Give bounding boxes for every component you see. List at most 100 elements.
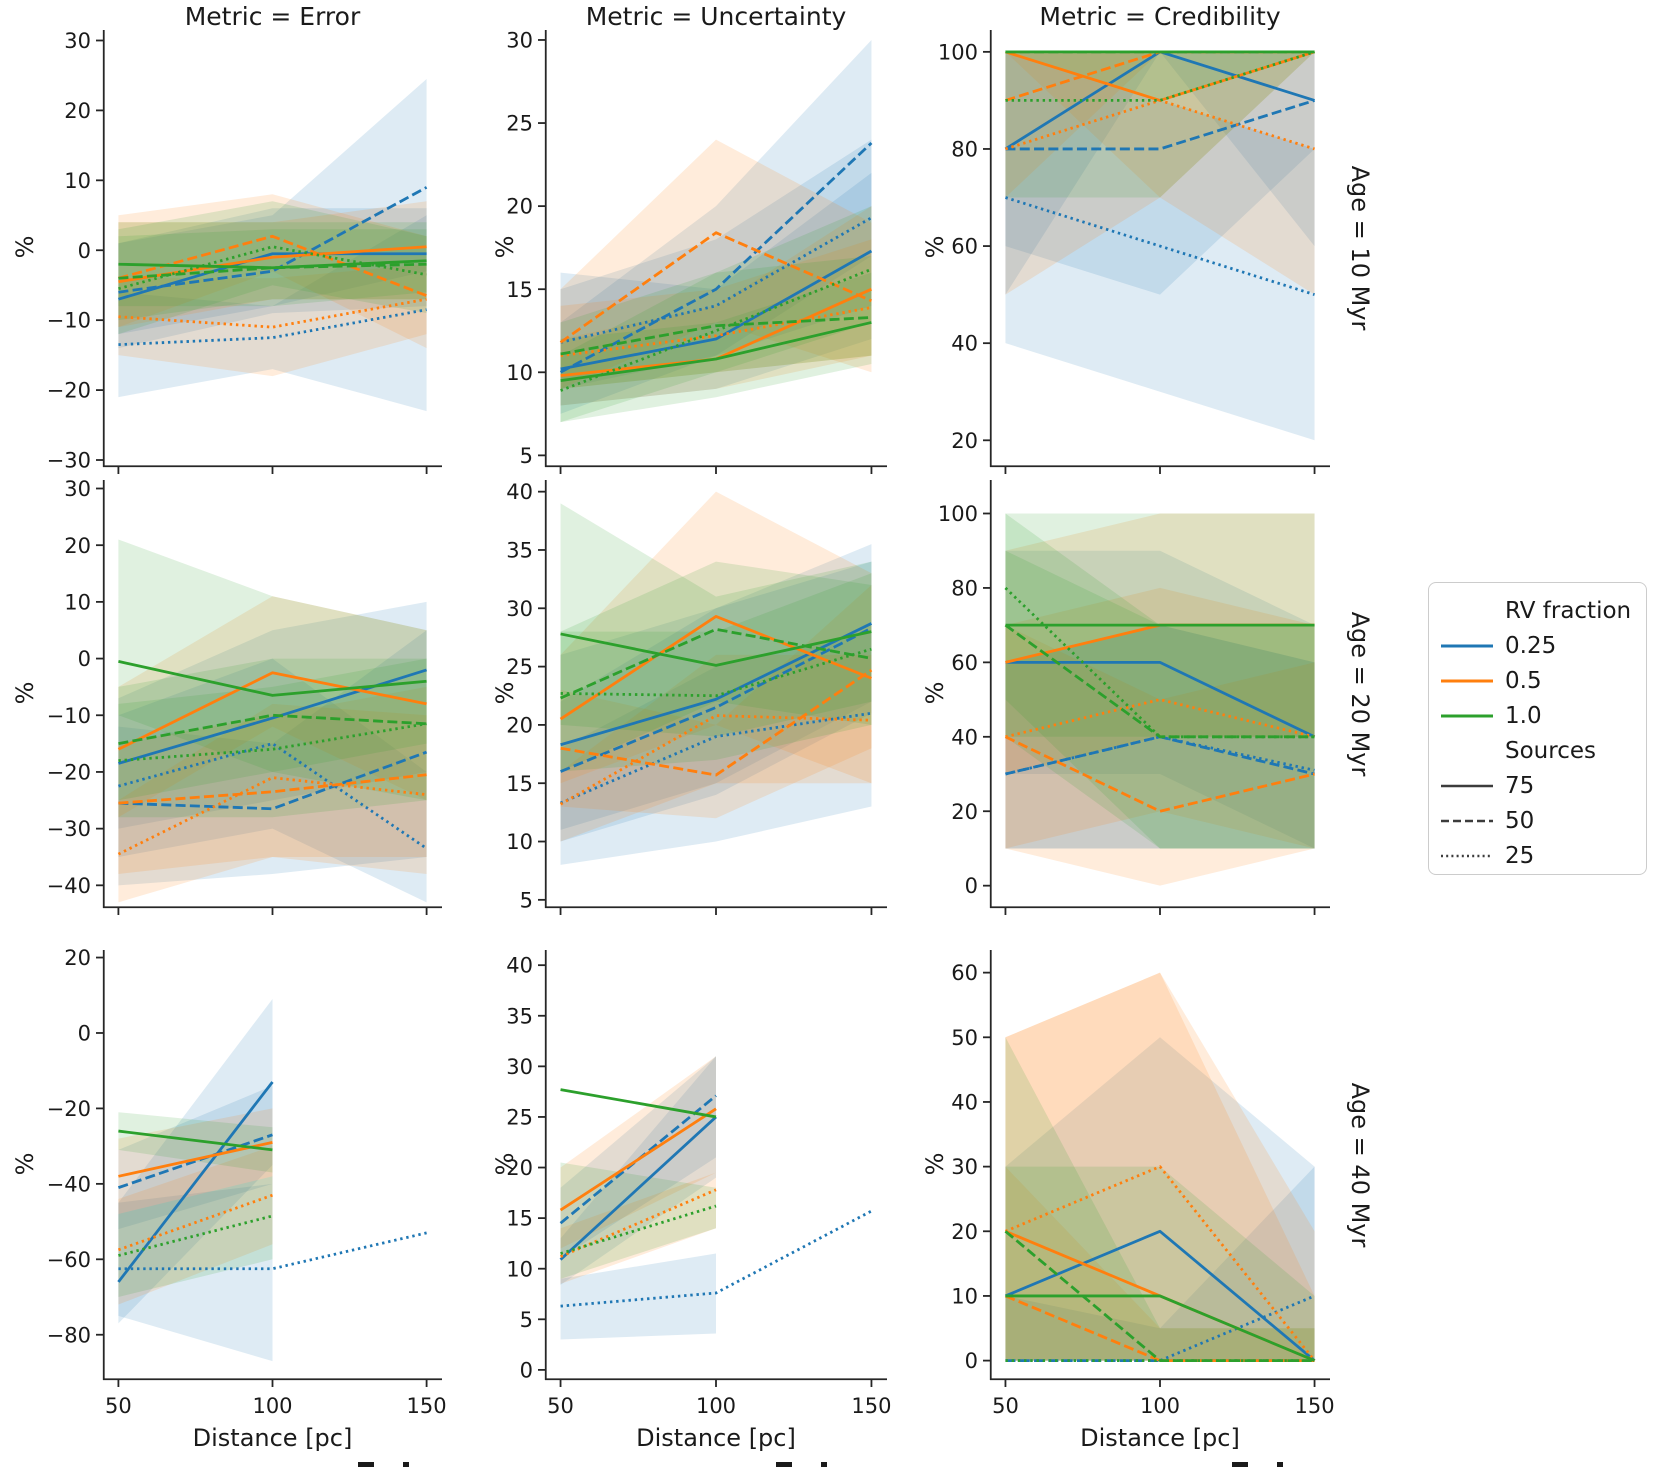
y-tick-label: 0 [78,239,91,263]
x-tick-label: 50 [547,1394,574,1418]
y-tick-label: 35 [506,539,533,563]
y-axis-label: % [491,681,519,705]
y-tick-label: 20 [951,1220,978,1244]
row-label-age-20myr: Age = 20 Myr [1346,611,1374,777]
y-tick-label: 40 [951,332,978,356]
y-tick-label: 40 [506,954,533,978]
cropped-text-fragment [821,1462,827,1467]
line-rv0.5-sources25 [117,1193,273,1252]
y-tick-label: 15 [506,278,533,302]
y-tick-label: 20 [64,99,91,123]
y-tick-label: 25 [506,655,533,679]
y-tick-label: 10 [506,361,533,385]
y-tick-label: 80 [951,576,978,600]
cropped-text-fragment [403,1462,409,1467]
line-rv0.25-sources25 [560,1209,873,1308]
y-tick-label: 25 [506,112,533,136]
x-axis-label: Distance [pc] [1080,1424,1240,1452]
line-rv1.0-sources25 [560,647,872,698]
line-rv0.5-sources50 [560,668,873,777]
y-tick-label: 60 [951,961,978,985]
y-tick-label: −40 [47,874,91,898]
line-rv0.25-sources50 [117,1133,273,1189]
y-tick-label: 15 [506,772,533,796]
y-tick-label: 0 [965,1349,978,1373]
y-axis-label: % [11,1152,39,1176]
line-rv0.25-sources50 [118,186,428,294]
y-tick-label: 80 [951,138,978,162]
y-tick-label: 20 [506,195,533,219]
y-tick-label: −30 [47,449,91,473]
y-tick-label: 20 [506,713,533,737]
line-rv1.0-sources25 [118,1214,273,1257]
y-tick-label: 30 [64,29,91,53]
y-tick-label: 35 [506,1004,533,1028]
x-tick-label: 100 [252,1394,292,1418]
x-axis-label: Distance [pc] [636,1424,796,1452]
cropped-text-fragment [358,1462,374,1467]
y-tick-label: −10 [47,309,91,333]
y-tick-label: 100 [938,502,978,526]
y-tick-label: −20 [47,761,91,785]
y-tick-label: −80 [47,1323,91,1347]
line-rv0.5-sources50 [559,231,873,344]
y-tick-label: 15 [506,1207,533,1231]
panel-uncertainty-age-20myr: 40 35 30 25 20 15 10 5 [506,480,887,915]
y-tick-label: −30 [47,817,91,841]
y-axis-label: % [491,235,519,259]
line-rv1.0-sources25 [1005,50,1315,102]
line-rv0.25-sources50 [1005,99,1315,151]
x-tick-label: 100 [696,1394,736,1418]
line-rv0.5-sources50 [118,773,427,805]
line-rv1.0-sources50 [118,713,427,745]
line-rv0.5-sources50 [1004,735,1315,813]
y-tick-label: 40 [951,1091,978,1115]
line-rv1.0-sources25 [560,1204,717,1255]
line-rv1.0-sources75 [1005,1294,1316,1362]
line-rv1.0-sources75 [118,1129,273,1152]
legend-item-rv-10: 1.0 [1441,698,1646,733]
x-tick-label: 50 [105,1394,132,1418]
line-rv0.5-sources25 [118,297,427,329]
y-tick-label: 60 [951,235,978,259]
line-rv0.25-sources75 [560,249,873,371]
cropped-text-fragment [776,1462,792,1467]
line-rv0.5-sources25 [560,306,872,358]
y-tick-label: 20 [64,534,91,558]
cropped-text-fragment [1232,1462,1248,1467]
y-tick-label: −10 [47,704,91,728]
line-rv0.25-sources50 [118,750,428,811]
y-tick-label: −20 [47,1097,91,1121]
panel-uncertainty-age-40myr: 40 35 30 25 20 15 10 5 0 50 100 150 [506,950,892,1418]
line-rv1.0-sources75 [560,1088,717,1119]
line-rv0.25-sources25 [1005,196,1315,296]
line-rv1.0-sources50 [1004,1230,1315,1363]
line-rv1.0-sources50 [559,627,872,700]
y-axis-label: % [11,681,39,705]
y-tick-label: 10 [64,169,91,193]
y-tick-label: 10 [506,1257,533,1281]
cropped-text-fragment [1277,1462,1283,1467]
y-tick-label: 10 [64,590,91,614]
y-tick-label: 25 [506,1106,533,1130]
legend-dotted-line-icon [1441,854,1493,857]
legend-item-rv-025: 0.25 [1441,628,1646,663]
line-rv1.0-sources25 [1004,586,1315,739]
legend-item-sources-75: 75 [1441,768,1646,803]
y-tick-label: 30 [951,1155,978,1179]
legend-line-green-icon [1441,714,1493,717]
line-rv0.25-sources25 [118,308,427,347]
panel-error-age-10myr: 30 20 10 0 −10 −20 −30 [47,29,442,474]
y-tick-label: 5 [520,1308,533,1332]
line-rv0.5-sources75 [117,671,427,751]
y-tick-label: 0 [965,874,978,898]
panel-uncertainty-age-10myr: 30 25 20 15 10 5 [506,29,887,474]
legend: RV fraction 0.25 0.5 1.0 Sources 75 50 2… [1428,582,1647,875]
y-tick-label: −20 [47,379,91,403]
x-axis-label: Distance [pc] [192,1424,353,1452]
legend-dashed-line-icon [1441,819,1493,822]
legend-item-sources-50: 50 [1441,803,1646,838]
y-tick-label: 40 [506,480,533,504]
y-tick-label: 30 [64,477,91,501]
y-tick-label: 0 [78,647,91,671]
